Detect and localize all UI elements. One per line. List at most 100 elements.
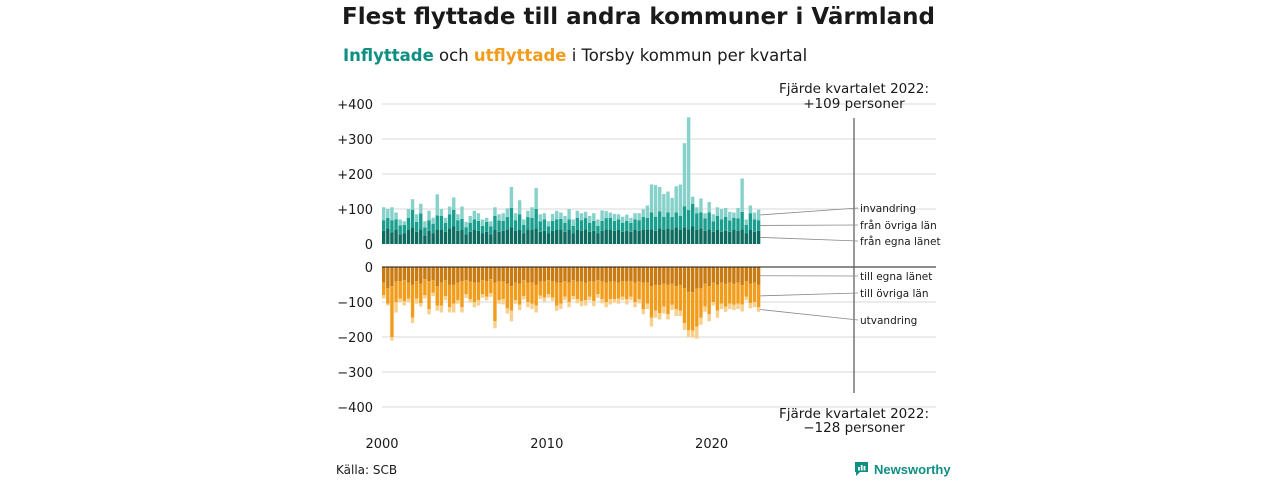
bar-in-segment (472, 230, 477, 244)
bar-out-segment (493, 321, 497, 329)
bar-in-segment (410, 209, 415, 228)
bar-out-segment (435, 305, 439, 311)
bar-in-segment (464, 227, 468, 235)
bar-in-segment (682, 227, 687, 244)
bar-in-segment (468, 216, 472, 223)
bar-out-segment (703, 267, 707, 284)
legend-leader-line (760, 309, 859, 321)
bar-out-segment (447, 284, 452, 308)
bar-out-segment (756, 307, 761, 312)
bar-out-segment (756, 284, 761, 308)
bar-out-segment (447, 267, 452, 285)
bar-in-segment (423, 235, 427, 244)
bar-in-segment (435, 229, 439, 244)
bar-out-segment (406, 267, 411, 283)
bar-in-segment (443, 217, 448, 223)
bar-in-segment (513, 220, 518, 231)
y-tick-label-bottom: −100 (337, 296, 373, 311)
bar-out-segment (485, 296, 489, 301)
bar-in-segment (489, 234, 493, 244)
bar-out-segment (658, 313, 662, 320)
bar-out-segment (410, 284, 415, 318)
bar-out-segment (732, 304, 736, 311)
bar-out-segment (431, 280, 435, 293)
bar-in-segment (394, 219, 398, 230)
bar-out-segment (414, 298, 419, 304)
bar-in-segment (501, 230, 505, 244)
bar-out-segment (670, 304, 674, 311)
bar-out-segment (394, 281, 398, 302)
bar-out-segment (398, 281, 402, 299)
bar-out-segment (476, 282, 481, 301)
bar-out-segment (658, 267, 662, 286)
bar-in-segment (653, 216, 658, 231)
bar-in-segment (715, 216, 720, 230)
bar-in-segment (476, 213, 481, 221)
bar-in-segment (596, 225, 600, 234)
bar-in-segment (748, 213, 753, 230)
bar-in-segment (534, 188, 538, 209)
bar-out-segment (752, 267, 757, 283)
bar-in-segment (748, 230, 753, 244)
bar-in-segment (550, 230, 555, 244)
bar-in-segment (736, 218, 740, 231)
bar-in-segment (583, 211, 588, 219)
bar-in-segment (674, 227, 678, 244)
bar-in-segment (489, 226, 493, 235)
bar-out-segment (740, 267, 744, 286)
bar-in-segment (447, 228, 452, 244)
bar-in-segment (509, 207, 514, 228)
bar-out-segment (513, 267, 518, 283)
bar-out-segment (695, 288, 699, 327)
bar-out-segment (616, 298, 621, 304)
bar-out-segment (555, 267, 559, 283)
bar-out-segment (678, 310, 683, 316)
bar-in-segment (641, 209, 645, 218)
bar-out-segment (489, 293, 493, 297)
bar-in-segment (567, 209, 571, 220)
bar-in-segment (464, 221, 468, 228)
bar-in-segment (588, 223, 592, 232)
bar-in-segment (501, 213, 505, 221)
subtitle-rest: i Torsby kommun per kvartal (566, 46, 808, 65)
bar-out-segment (505, 267, 509, 284)
bar-in-segment (592, 230, 596, 244)
legend-leader-line (760, 236, 859, 242)
source-note: Källa: SCB (336, 463, 398, 477)
bar-out-segment (567, 282, 571, 302)
bar-in-segment (629, 217, 633, 223)
bar-in-segment (695, 213, 699, 230)
bar-out-segment (600, 281, 604, 300)
bar-out-segment (616, 282, 621, 299)
bar-in-segment (719, 231, 724, 244)
bar-out-segment (456, 267, 460, 283)
bar-in-segment (546, 233, 551, 244)
bar-out-segment (691, 330, 695, 338)
bar-out-segment (691, 267, 695, 293)
bar-in-segment (645, 217, 650, 230)
bar-in-segment (513, 230, 518, 244)
y-tick-label-top: +200 (337, 168, 373, 183)
bar-in-segment (398, 234, 402, 244)
bar-out-segment (431, 267, 435, 281)
bar-in-segment (394, 212, 398, 220)
bar-out-segment (538, 295, 542, 300)
bar-in-segment (703, 218, 707, 231)
bar-in-segment (736, 207, 740, 219)
bar-in-segment (542, 219, 547, 231)
bar-out-segment (744, 267, 748, 281)
bar-in-segment (600, 230, 604, 244)
chart-title: Flest flyttade till andra kommuner i Vär… (342, 4, 936, 30)
bar-out-segment (653, 267, 658, 285)
bar-in-segment (604, 229, 608, 244)
bar-out-segment (715, 284, 720, 311)
bar-in-segment (505, 217, 509, 230)
bar-out-segment (719, 282, 724, 304)
bar-out-segment (616, 267, 621, 283)
bar-in-segment (583, 229, 588, 244)
bar-in-segment (386, 217, 390, 229)
bar-out-segment (579, 300, 584, 307)
bar-out-segment (633, 302, 637, 308)
bar-out-segment (472, 302, 477, 308)
y-tick-label-top: 0 (365, 238, 373, 253)
